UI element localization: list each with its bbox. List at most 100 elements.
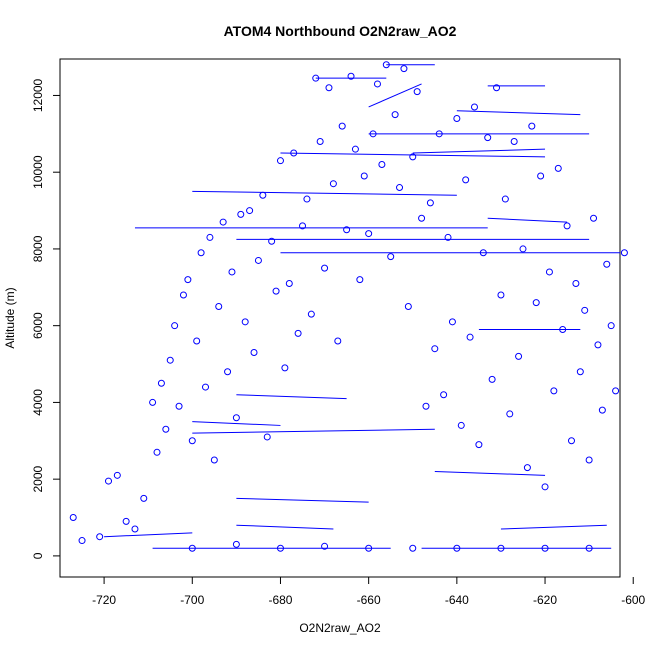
data-point [232, 414, 240, 422]
data-point [594, 341, 602, 349]
y-tick-label: 10000 [31, 155, 45, 189]
data-point [418, 214, 426, 222]
y-tick-label: 12000 [31, 78, 45, 112]
data-point [351, 145, 359, 153]
data-point [448, 318, 456, 326]
x-tick-label: -600 [621, 593, 645, 607]
data-point [493, 84, 501, 92]
data-point [193, 337, 201, 345]
data-point [215, 302, 223, 310]
data-point [369, 130, 377, 138]
data-point [479, 249, 487, 257]
data-point [585, 456, 593, 464]
data-point [228, 268, 236, 276]
data-point [224, 368, 232, 376]
data-point [202, 383, 210, 391]
data-point [162, 425, 170, 433]
data-point [510, 137, 518, 145]
data-point [276, 157, 284, 165]
data-point [396, 184, 404, 192]
x-axis-label: O2N2raw_AO2 [299, 621, 381, 635]
data-point [254, 256, 262, 264]
data-point [404, 302, 412, 310]
data-point [462, 176, 470, 184]
chart-title: ATOM4 Northbound O2N2raw_AO2 [224, 23, 457, 39]
y-tick-label: 6000 [31, 312, 45, 339]
data-point [572, 279, 580, 287]
x-tick-label: -700 [180, 593, 204, 607]
data-point [356, 276, 364, 284]
data-point [329, 180, 337, 188]
data-point [131, 525, 139, 533]
data-point [122, 517, 130, 525]
data-point [435, 130, 443, 138]
data-point [166, 356, 174, 364]
data-point [259, 191, 267, 199]
data-point [338, 122, 346, 130]
data-point [184, 276, 192, 284]
data-point [409, 544, 417, 552]
data-point [299, 222, 307, 230]
connector-line [412, 148, 546, 154]
data-point [113, 471, 121, 479]
data-point [96, 533, 104, 541]
data-point [532, 299, 540, 307]
data-point [294, 329, 302, 337]
data-point [285, 279, 293, 287]
connector-line [192, 428, 435, 434]
data-point [576, 368, 584, 376]
data-point [422, 402, 430, 410]
data-point [373, 80, 381, 88]
data-point [343, 226, 351, 234]
data-point [528, 122, 536, 130]
data-point [431, 345, 439, 353]
data-point [171, 322, 179, 330]
data-point [365, 544, 373, 552]
data-point [545, 268, 553, 276]
x-axis-ticks: -720 -700 -680 -660 -640 -620 -600 [92, 577, 646, 607]
plot-frame [59, 58, 621, 578]
data-point [268, 237, 276, 245]
data-point [612, 387, 620, 395]
x-tick-label: -620 [533, 593, 557, 607]
data-point [303, 195, 311, 203]
data-point [563, 222, 571, 230]
data-point [501, 195, 509, 203]
y-tick-label: 0 [31, 552, 45, 559]
connector-line [236, 524, 334, 530]
data-point [206, 233, 214, 241]
data-point [69, 514, 77, 522]
data-point [321, 264, 329, 272]
x-tick-label: -680 [268, 593, 292, 607]
connector-line [236, 394, 347, 400]
connector-line [434, 470, 546, 476]
y-tick-label: 2000 [31, 465, 45, 492]
connector-line [456, 110, 581, 116]
data-point [188, 544, 196, 552]
connector-line [192, 421, 281, 426]
data-point [515, 352, 523, 360]
data-point [519, 245, 527, 253]
data-point [316, 137, 324, 145]
data-point [620, 249, 628, 257]
x-tick-label: -660 [357, 593, 381, 607]
data-point [210, 456, 218, 464]
data-point [590, 214, 598, 222]
x-tick-label: -720 [92, 593, 116, 607]
y-tick-label: 8000 [31, 235, 45, 262]
data-point [581, 306, 589, 314]
data-point [188, 437, 196, 445]
data-point [307, 310, 315, 318]
data-point [426, 199, 434, 207]
connector-line [280, 152, 546, 158]
data-point [105, 477, 113, 485]
data-point [334, 337, 342, 345]
data-point [321, 542, 329, 550]
data-point [559, 326, 567, 334]
data-point [197, 249, 205, 257]
data-point [541, 483, 549, 491]
x-tick-label: -640 [445, 593, 469, 607]
data-point [325, 84, 333, 92]
data-layer [69, 61, 628, 552]
data-point [413, 88, 421, 96]
